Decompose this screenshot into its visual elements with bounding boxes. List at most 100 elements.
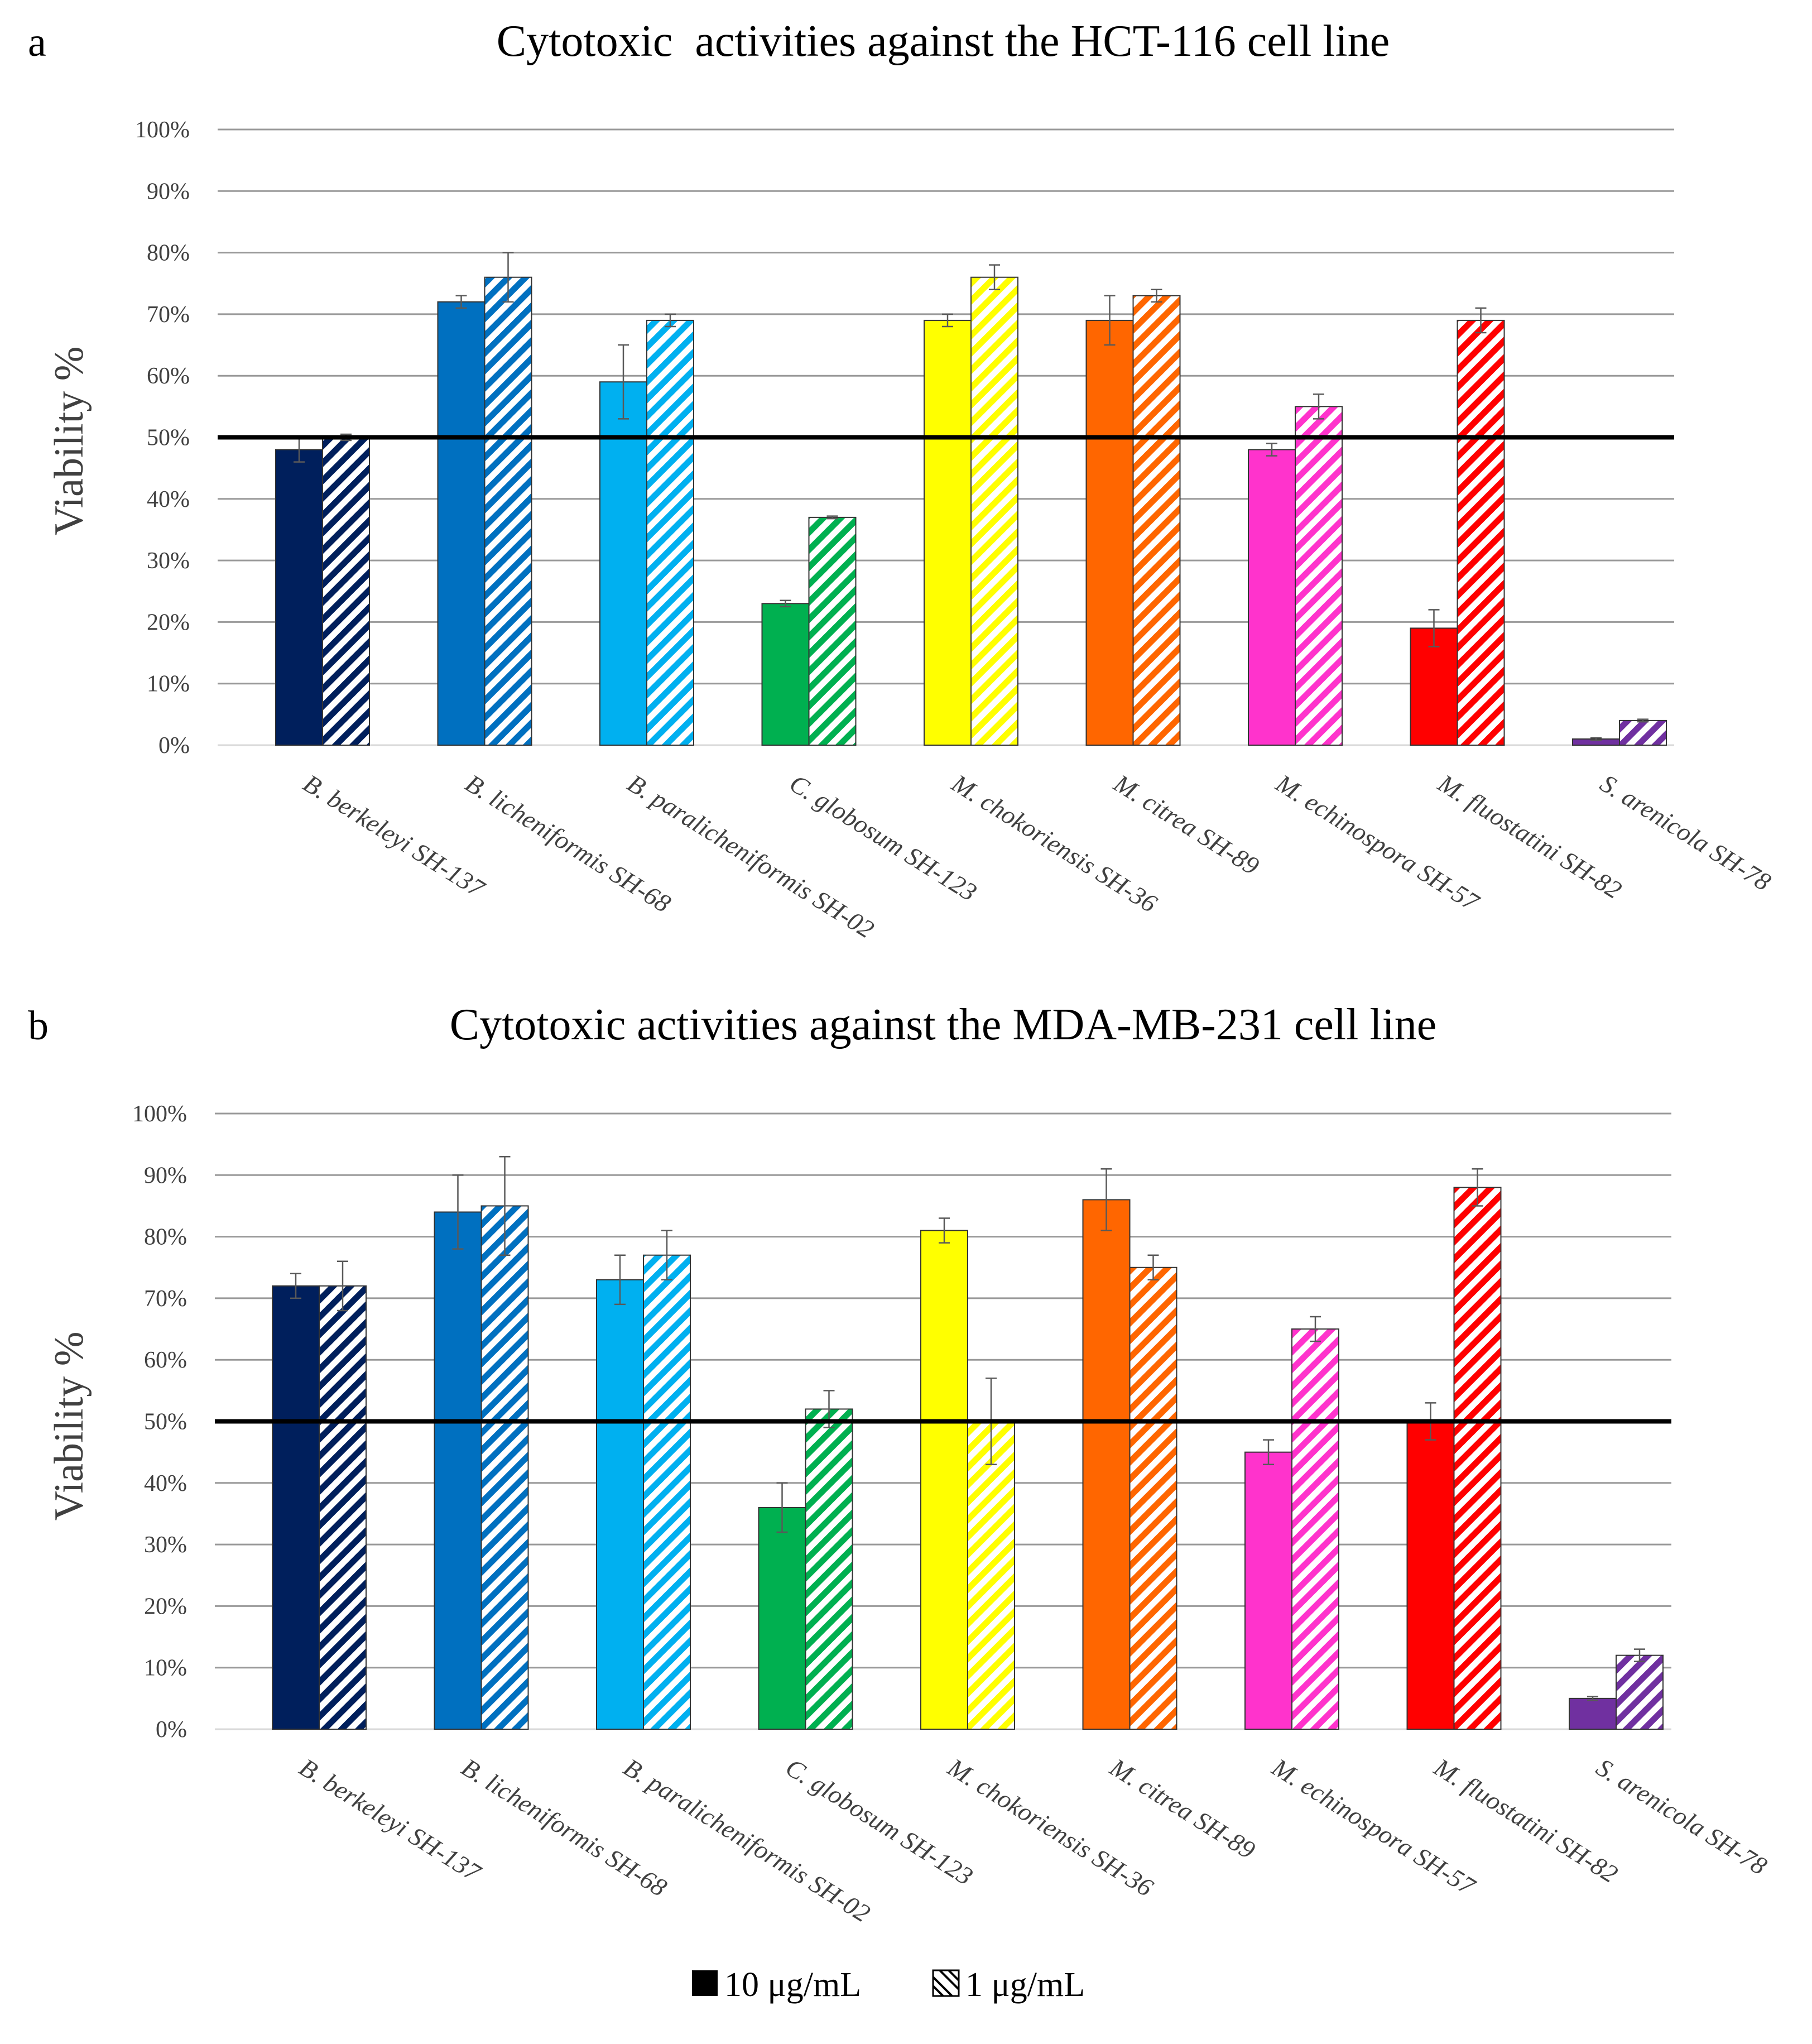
y-axis-label-a: Viability % bbox=[46, 347, 92, 536]
legend-label-10: 10 μg/mL bbox=[724, 1966, 861, 2004]
error-bar-b-hatched-5 bbox=[1147, 1254, 1159, 1281]
error-bar-b-solid-8 bbox=[1587, 1696, 1598, 1701]
y-tick-label-a-4: 40% bbox=[147, 487, 190, 512]
category-label-a-5: M. citrea SH-89 bbox=[1108, 769, 1264, 881]
bars-b bbox=[272, 1187, 1664, 1730]
bar-b-hatched-0 bbox=[319, 1285, 367, 1730]
panel-letter-a: a bbox=[28, 20, 46, 65]
y-tick-label-b-5: 50% bbox=[144, 1409, 187, 1435]
y-tick-label-a-2: 20% bbox=[147, 610, 190, 635]
error-bar-a-solid-8 bbox=[1590, 737, 1602, 741]
bar-b-hatched-1 bbox=[480, 1205, 529, 1730]
error-bar-a-hatched-5 bbox=[1151, 289, 1162, 303]
y-tick-label-b-1: 10% bbox=[144, 1656, 187, 1681]
y-tick-label-b-6: 60% bbox=[144, 1347, 187, 1373]
error-bar-b-hatched-6 bbox=[1310, 1316, 1321, 1342]
bar-b-hatched-2 bbox=[643, 1254, 691, 1730]
y-tick-label-a-0: 0% bbox=[158, 733, 190, 759]
error-bar-b-hatched-7 bbox=[1472, 1168, 1483, 1207]
y-tick-label-b-10: 100% bbox=[132, 1101, 187, 1127]
error-bar-a-hatched-2 bbox=[665, 313, 676, 328]
y-tick-label-b-3: 30% bbox=[144, 1532, 187, 1558]
y-tick-label-b-9: 90% bbox=[144, 1163, 187, 1188]
y-tick-label-b-7: 70% bbox=[144, 1286, 187, 1312]
error-bar-a-solid-2 bbox=[618, 344, 629, 420]
y-tick-label-a-3: 30% bbox=[147, 548, 190, 574]
y-tick-label-a-6: 60% bbox=[147, 363, 190, 389]
chart-title-a: Cytotoxic activities against the HCT-116… bbox=[497, 17, 1390, 66]
y-tick-label-a-5: 50% bbox=[147, 425, 190, 451]
bar-a-solid-4 bbox=[924, 319, 972, 746]
bar-a-hatched-0 bbox=[322, 436, 370, 746]
bar-b-hatched-8 bbox=[1616, 1654, 1664, 1730]
error-bar-a-solid-1 bbox=[455, 295, 467, 309]
y-tick-label-a-8: 80% bbox=[147, 241, 190, 266]
bar-a-solid-2 bbox=[599, 381, 647, 746]
bar-b-solid-8 bbox=[1569, 1697, 1617, 1730]
error-bar-b-solid-2 bbox=[614, 1254, 626, 1306]
bar-a-hatched-6 bbox=[1295, 406, 1343, 746]
bar-a-hatched-4 bbox=[970, 276, 1018, 746]
bar-a-hatched-8 bbox=[1619, 719, 1667, 746]
bar-a-solid-5 bbox=[1085, 319, 1134, 746]
error-bar-a-hatched-1 bbox=[502, 252, 514, 303]
error-bar-b-solid-0 bbox=[290, 1273, 301, 1299]
bar-a-solid-0 bbox=[275, 449, 323, 746]
bars-a bbox=[275, 276, 1667, 746]
error-bar-a-hatched-7 bbox=[1475, 307, 1487, 334]
error-bar-a-solid-7 bbox=[1428, 609, 1440, 647]
bar-a-hatched-2 bbox=[646, 319, 694, 746]
bar-b-hatched-6 bbox=[1291, 1328, 1339, 1730]
error-bar-a-hatched-3 bbox=[826, 515, 838, 520]
error-bars-b bbox=[290, 1155, 1645, 1701]
bar-b-solid-4 bbox=[920, 1230, 968, 1730]
legend: 10 μg/mL 1 μg/mL bbox=[692, 1966, 1085, 2004]
error-bar-a-hatched-6 bbox=[1313, 394, 1324, 420]
y-tick-label-b-4: 40% bbox=[144, 1471, 187, 1496]
error-bar-b-hatched-0 bbox=[337, 1260, 348, 1312]
bar-a-hatched-3 bbox=[808, 516, 857, 746]
bar-b-hatched-3 bbox=[805, 1408, 853, 1730]
error-bar-b-hatched-1 bbox=[499, 1155, 511, 1256]
y-tick-label-a-10: 100% bbox=[135, 117, 190, 143]
y-tick-label-a-1: 10% bbox=[147, 671, 190, 697]
y-axis-label-b: Viability % bbox=[46, 1332, 92, 1521]
bar-b-solid-6 bbox=[1244, 1451, 1292, 1730]
error-bar-b-solid-5 bbox=[1100, 1168, 1112, 1231]
bar-b-solid-5 bbox=[1082, 1199, 1131, 1730]
error-bar-a-solid-3 bbox=[780, 599, 791, 608]
bar-a-hatched-1 bbox=[484, 276, 532, 746]
y-tick-label-a-7: 70% bbox=[147, 302, 190, 328]
bar-a-hatched-7 bbox=[1457, 319, 1505, 746]
bar-a-solid-6 bbox=[1248, 449, 1296, 746]
bar-b-solid-7 bbox=[1406, 1421, 1455, 1730]
bar-b-solid-2 bbox=[596, 1279, 644, 1730]
error-bar-b-hatched-2 bbox=[661, 1230, 672, 1281]
error-bar-a-solid-4 bbox=[942, 313, 953, 328]
error-bar-a-solid-6 bbox=[1266, 443, 1277, 457]
chart-panel-b: b Cytotoxic activities against the MDA-M… bbox=[28, 1000, 1772, 1928]
error-bar-b-hatched-8 bbox=[1634, 1648, 1645, 1662]
error-bar-a-hatched-4 bbox=[989, 264, 1000, 291]
bar-b-solid-1 bbox=[434, 1211, 482, 1730]
y-tick-label-b-0: 0% bbox=[156, 1717, 187, 1743]
y-tick-label-a-9: 90% bbox=[147, 179, 190, 204]
bar-b-solid-0 bbox=[272, 1285, 320, 1730]
bar-b-hatched-5 bbox=[1129, 1266, 1177, 1730]
y-tick-labels-a: 0% 10% 20% 30% 40% 50% 60% 70% 80% 90% 100% bbox=[135, 117, 190, 759]
error-bar-b-solid-4 bbox=[939, 1217, 950, 1244]
bar-b-hatched-7 bbox=[1453, 1187, 1502, 1730]
bar-a-hatched-5 bbox=[1132, 295, 1181, 746]
error-bar-a-hatched-8 bbox=[1637, 718, 1648, 723]
error-bar-b-solid-3 bbox=[776, 1482, 788, 1533]
bar-b-solid-3 bbox=[758, 1506, 806, 1730]
bar-a-solid-7 bbox=[1410, 627, 1458, 746]
chart-panel-a: a Cytotoxic activities against the HCT-1… bbox=[28, 17, 1776, 944]
panel-letter-b: b bbox=[28, 1003, 49, 1049]
y-tick-label-b-2: 20% bbox=[144, 1594, 187, 1619]
chart-title-b: Cytotoxic activities against the MDA-MB-… bbox=[450, 1000, 1437, 1049]
legend-swatch-solid bbox=[692, 1970, 718, 1996]
legend-label-1: 1 μg/mL bbox=[965, 1966, 1085, 2004]
